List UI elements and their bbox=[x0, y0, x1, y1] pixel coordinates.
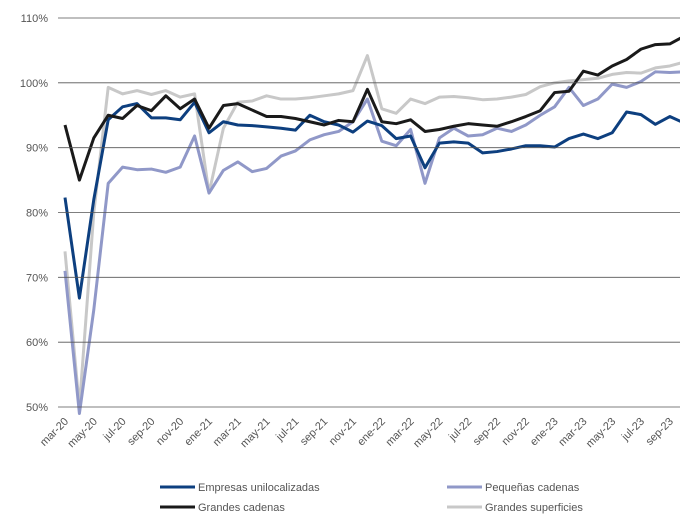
series-line bbox=[63, 54, 680, 409]
x-tick-label: mar-20 bbox=[38, 416, 71, 449]
x-tick-label: may-23 bbox=[584, 416, 618, 450]
x-tick-label: nov-22 bbox=[500, 416, 532, 448]
x-tick-label: mar-23 bbox=[556, 416, 589, 449]
x-tick-label: may-21 bbox=[238, 416, 272, 450]
x-tick-label: sep-23 bbox=[644, 416, 676, 448]
x-tick-label: sep-22 bbox=[471, 416, 503, 448]
legend-label: Empresas unilocalizadas bbox=[198, 482, 320, 494]
series-line bbox=[63, 36, 680, 182]
x-tick-label: may-22 bbox=[411, 416, 445, 450]
legend-label: Grandes superficies bbox=[485, 502, 583, 514]
y-tick-label: 60% bbox=[26, 337, 48, 349]
y-tick-label: 110% bbox=[21, 13, 49, 25]
series-line bbox=[63, 70, 680, 415]
y-tick-label: 90% bbox=[26, 143, 48, 155]
x-tick-label: ene-22 bbox=[355, 416, 388, 449]
legend-label: Grandes cadenas bbox=[198, 502, 285, 514]
x-tick-label: nov-21 bbox=[327, 416, 359, 448]
x-tick-label: nov-20 bbox=[154, 416, 186, 448]
x-tick-label: mar-22 bbox=[384, 416, 417, 449]
x-tick-label: ene-23 bbox=[528, 416, 561, 449]
x-tick-label: may-20 bbox=[65, 416, 99, 450]
y-tick-label: 80% bbox=[26, 208, 48, 220]
x-tick-label: sep-21 bbox=[298, 416, 330, 448]
plot-area bbox=[63, 36, 680, 415]
x-tick-label: sep-20 bbox=[125, 416, 157, 448]
x-tick-label: ene-21 bbox=[182, 416, 215, 449]
y-tick-label: 70% bbox=[26, 272, 48, 284]
y-tick-label: 50% bbox=[26, 402, 48, 414]
series-line bbox=[63, 100, 680, 300]
legend-label: Pequeñas cadenas bbox=[485, 482, 580, 494]
y-tick-label: 100% bbox=[20, 78, 48, 90]
x-tick-label: mar-21 bbox=[211, 416, 244, 449]
